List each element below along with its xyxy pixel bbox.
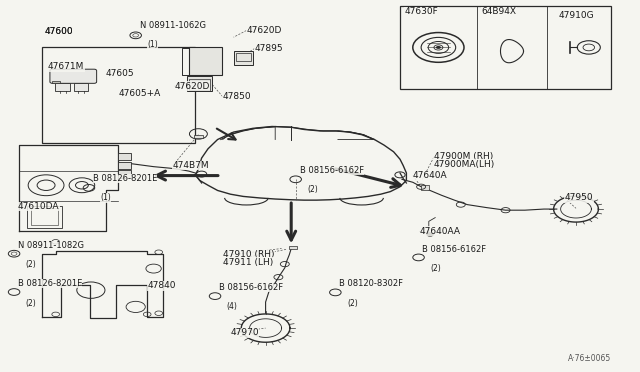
Bar bbox=[74, 83, 88, 91]
Text: 47620D: 47620D bbox=[246, 26, 282, 35]
Text: B 08120-8302F: B 08120-8302F bbox=[339, 279, 403, 288]
Text: 64B94X: 64B94X bbox=[481, 7, 516, 16]
Text: 47895: 47895 bbox=[255, 44, 284, 53]
Text: 47970: 47970 bbox=[230, 328, 259, 337]
Circle shape bbox=[436, 46, 441, 49]
Text: 47605+A: 47605+A bbox=[118, 89, 161, 98]
Text: 47630F: 47630F bbox=[404, 7, 438, 16]
Text: A·76±0065: A·76±0065 bbox=[568, 354, 611, 363]
Bar bbox=[52, 81, 60, 83]
Text: (2): (2) bbox=[307, 185, 318, 194]
Bar bbox=[55, 83, 70, 91]
Bar bbox=[189, 79, 210, 90]
Text: B 08126-8201E: B 08126-8201E bbox=[18, 279, 83, 288]
Text: (2): (2) bbox=[26, 299, 36, 308]
FancyBboxPatch shape bbox=[50, 69, 97, 83]
Bar bbox=[289, 246, 297, 249]
Text: 47620D: 47620D bbox=[174, 82, 209, 91]
Bar bbox=[42, 46, 195, 143]
Bar bbox=[400, 6, 611, 89]
Text: N 08911-1062G: N 08911-1062G bbox=[140, 21, 205, 30]
Circle shape bbox=[426, 232, 434, 237]
Text: (4): (4) bbox=[227, 302, 237, 311]
Bar bbox=[31, 208, 58, 225]
Bar bbox=[234, 51, 253, 65]
Text: (1): (1) bbox=[100, 193, 111, 202]
Bar bbox=[118, 170, 131, 178]
Text: 47900M (RH): 47900M (RH) bbox=[434, 153, 493, 161]
Text: 47605: 47605 bbox=[106, 69, 134, 78]
Text: 47950: 47950 bbox=[564, 193, 593, 202]
Text: 47850: 47850 bbox=[223, 92, 252, 101]
Bar bbox=[118, 162, 131, 169]
Bar bbox=[118, 153, 131, 160]
Text: (2): (2) bbox=[347, 299, 358, 308]
Text: N 08911-1082G: N 08911-1082G bbox=[18, 241, 84, 250]
Text: 47911 (LH): 47911 (LH) bbox=[223, 258, 273, 267]
Bar bbox=[236, 53, 251, 61]
Text: 47840: 47840 bbox=[147, 281, 176, 290]
Text: 47910 (RH): 47910 (RH) bbox=[223, 250, 274, 259]
Text: 47900MA(LH): 47900MA(LH) bbox=[434, 160, 495, 169]
Text: B 08156-6162F: B 08156-6162F bbox=[422, 245, 486, 254]
Text: 47600: 47600 bbox=[45, 27, 74, 36]
Text: B 08126-8201E: B 08126-8201E bbox=[93, 174, 157, 183]
Text: B 08156-6162F: B 08156-6162F bbox=[219, 283, 283, 292]
Bar bbox=[187, 76, 212, 91]
Text: 474B7M: 474B7M bbox=[173, 161, 209, 170]
Bar bbox=[194, 135, 203, 138]
Text: 47910G: 47910G bbox=[558, 11, 594, 20]
Text: (2): (2) bbox=[26, 260, 36, 269]
Text: (2): (2) bbox=[430, 264, 441, 273]
Bar bbox=[189, 47, 222, 75]
Text: 47640AA: 47640AA bbox=[419, 227, 460, 236]
Text: (1): (1) bbox=[147, 40, 158, 49]
Text: 47610DA: 47610DA bbox=[18, 202, 60, 211]
Bar bbox=[27, 206, 62, 228]
Text: B 08156-6162F: B 08156-6162F bbox=[300, 166, 364, 175]
Text: 47640A: 47640A bbox=[413, 171, 447, 180]
Text: 47600: 47600 bbox=[45, 27, 74, 36]
Text: 47671M: 47671M bbox=[48, 62, 84, 71]
Bar bbox=[421, 185, 429, 190]
